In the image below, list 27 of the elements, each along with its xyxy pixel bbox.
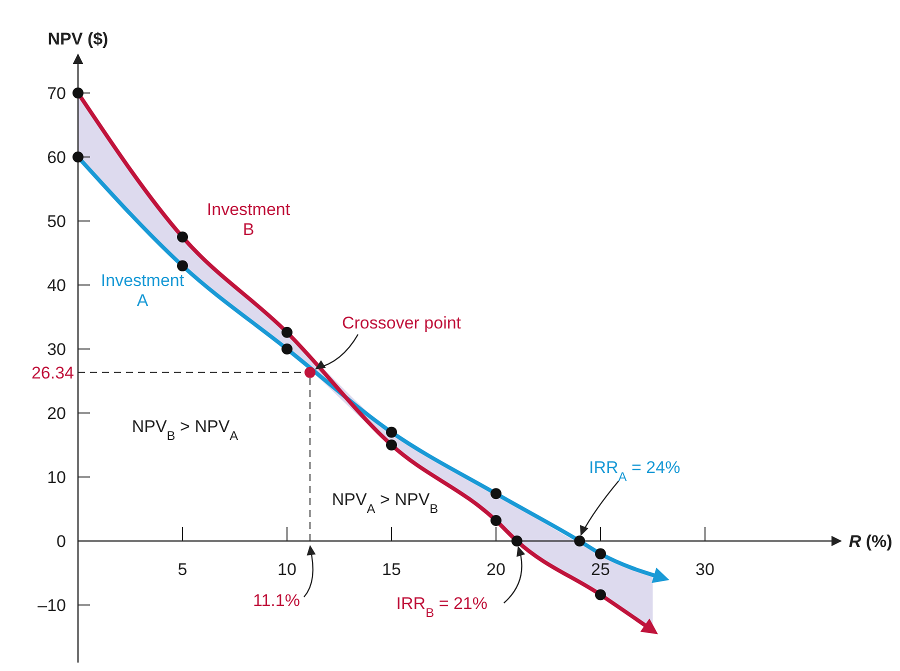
- y-axis-title: NPV ($): [48, 30, 108, 49]
- x-tick-label: 15: [382, 560, 401, 579]
- point: [304, 366, 316, 378]
- y-tick-label: 10: [47, 468, 66, 487]
- y-tick-label: 30: [47, 340, 66, 359]
- annotation: NPV$_{B}$ > NPV$_{A}$: [132, 417, 239, 442]
- x-tick-label: 30: [696, 560, 714, 579]
- series-label: Investment B: [206, 200, 290, 239]
- y-tick-label: –10: [38, 596, 66, 615]
- x-tick-label: 20: [486, 560, 506, 579]
- ref-line-label: 11.1%: [253, 591, 300, 610]
- x-tick-label: 10: [278, 560, 296, 579]
- ref-line-label: 26.34: [31, 363, 74, 382]
- y-tick-label: 20: [47, 404, 66, 423]
- y-tick-label: 40: [47, 276, 66, 295]
- y-tick-label: 60: [47, 148, 66, 167]
- y-tick-label: 70: [47, 84, 66, 103]
- y-tick-label: 0: [56, 532, 66, 551]
- annotation: IRR$_{B}$ = 21%: [396, 594, 488, 620]
- x-axis-title: R (%): [848, 532, 892, 551]
- annotation: NPV$_{A}$ > NPV$_{B}$: [332, 490, 438, 516]
- x-tick-label: 5: [178, 560, 188, 579]
- x-tick-label: 25: [591, 560, 610, 579]
- series-label: Investment A: [100, 270, 184, 310]
- annotation: IRR$_{A}$ = 24%: [588, 458, 680, 484]
- y-tick-label: 50: [47, 212, 66, 231]
- annotation: Crossover point: [342, 313, 462, 332]
